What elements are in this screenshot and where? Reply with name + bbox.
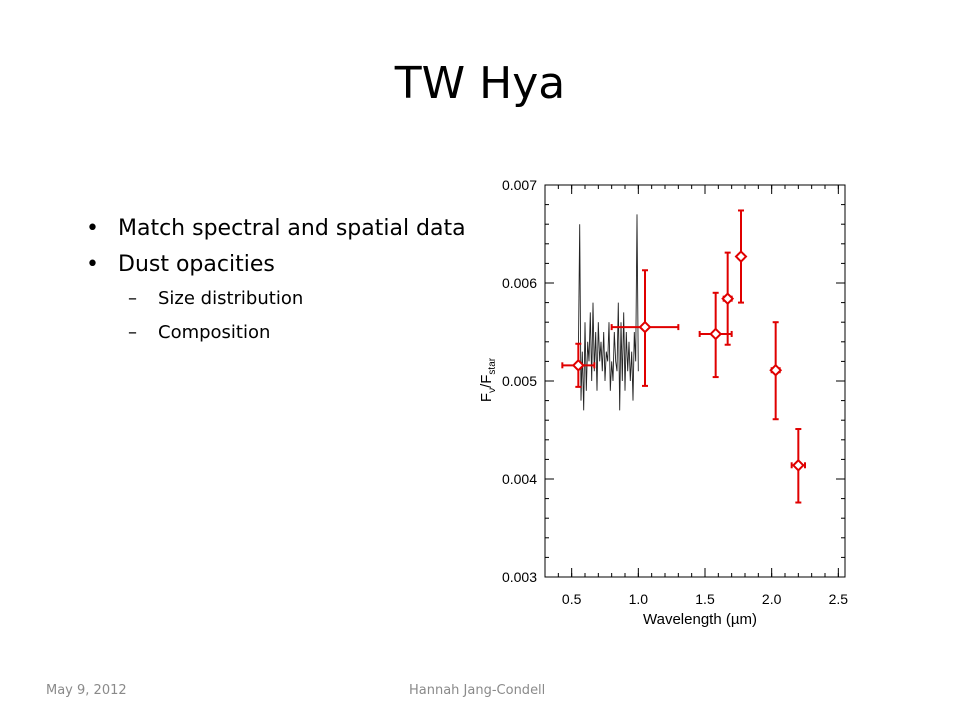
y-axis-label-sub-star: star [487, 357, 498, 374]
data-point-marker [638, 320, 652, 334]
spectrum-line [577, 214, 639, 411]
sub-bullet-mark: – [128, 288, 137, 309]
y-tick-label: 0.007 [502, 177, 537, 193]
bullet-list: • Match spectral and spatial data • Dust… [86, 216, 466, 356]
sub-bullet-item: – Composition [86, 322, 466, 344]
bullet-item: • Match spectral and spatial data [86, 216, 466, 242]
sub-bullet-mark: – [128, 322, 137, 343]
y-tick-label: 0.006 [502, 275, 537, 291]
footer-date: May 9, 2012 [46, 683, 127, 698]
spectrum-chart: 0.5 1.0 1.5 2.0 2.5 0.003 0.004 0.005 0.006 0.007… [478, 177, 849, 628]
data-point-marker [709, 327, 723, 341]
data-point-marker [769, 363, 783, 377]
bullet-mark: • [86, 252, 99, 277]
x-tick-label: 2.5 [829, 591, 849, 607]
x-tick-label: 1.5 [695, 591, 715, 607]
y-axis-label: Fν/Fstar [478, 357, 498, 402]
sub-bullet-item: – Size distribution [86, 288, 466, 310]
footer-author: Hannah Jang-Condell [409, 683, 546, 698]
data-point-marker [571, 358, 585, 372]
x-tick-label: 1.0 [629, 591, 649, 607]
x-tick-label: 0.5 [562, 591, 582, 607]
x-axis-label: Wavelength (µm) [643, 611, 757, 628]
data-point-marker [721, 292, 735, 306]
y-axis-label-main: F [478, 393, 495, 402]
slide-title: TW Hya [394, 58, 566, 109]
data-point-marker [734, 250, 748, 263]
sub-bullet-text: Composition [158, 322, 271, 343]
sub-bullet-text: Size distribution [158, 288, 304, 309]
plot-frame [544, 184, 846, 578]
bullet-text: Dust opacities [118, 252, 275, 277]
data-point-marker [791, 458, 805, 472]
y-tick-label: 0.005 [502, 373, 537, 389]
y-axis-label-div: /F [478, 375, 495, 388]
bullet-item: • Dust opacities [86, 252, 466, 278]
y-tick-label: 0.003 [502, 569, 537, 585]
y-axis-label-sub-nu: ν [487, 388, 498, 393]
bullet-text: Match spectral and spatial data [118, 216, 466, 241]
y-tick-label: 0.004 [502, 471, 537, 487]
bullet-mark: • [86, 216, 99, 241]
x-tick-label: 2.0 [762, 591, 782, 607]
